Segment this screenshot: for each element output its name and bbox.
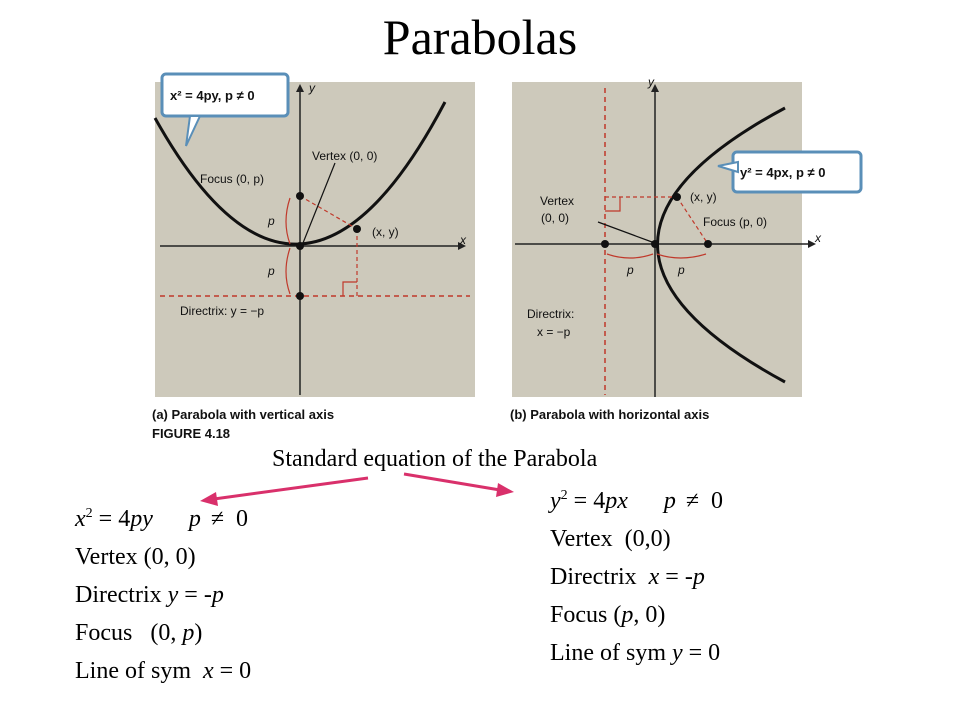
left-vertex-label: Vertex (0, 0) (312, 149, 377, 163)
left-equations: x2 = 4py p ≠ 0 Vertex (0, 0) Directrix y = … (75, 500, 251, 690)
left-x-label: x (459, 233, 467, 247)
left-callout-text: x² = 4py, p ≠ 0 (170, 88, 255, 103)
right-callout (731, 150, 863, 194)
right-line-of-symmetry: Line of sym y = 0 (550, 640, 721, 666)
left-callout (160, 72, 290, 118)
left-line-of-symmetry: Line of sym x = 0 (75, 658, 252, 684)
page-title: Parabolas (382, 9, 578, 65)
left-directrix: Directrix y = -p (75, 582, 224, 608)
left-equation: x2 = 4py p ≠ 0 (75, 506, 249, 532)
right-vertex: Vertex (0,0) (550, 526, 671, 552)
left-p-label-2: p (267, 264, 275, 278)
right-y-label: y (647, 75, 655, 89)
pink-arrow-right (403, 472, 501, 492)
left-focus: Focus (0, p) (75, 620, 203, 646)
pink-arrowhead-right (496, 483, 514, 497)
right-focus: Focus (p, 0) (550, 602, 666, 628)
left-vertex: Vertex (0, 0) (75, 544, 196, 570)
left-point-label: (x, y) (372, 225, 399, 239)
right-focus-label: Focus (p, 0) (703, 215, 767, 229)
right-p-label-2: p (677, 263, 685, 277)
subtitle: Standard equation of the Parabola (272, 446, 598, 472)
left-focus-label: Focus (0, p) (200, 172, 264, 186)
left-caption: (a) Parabola with vertical axis (152, 407, 334, 422)
right-point-label: (x, y) (690, 190, 717, 204)
right-directrix-label-1: Directrix: (527, 307, 574, 321)
left-p-label-1: p (267, 214, 275, 228)
figure-label: FIGURE 4.18 (152, 426, 230, 441)
right-directrix-label-2: x = −p (537, 325, 571, 339)
right-x-label: x (814, 231, 822, 245)
right-p-label-1: p (626, 263, 634, 277)
right-directrix: Directrix x = -p (550, 564, 705, 590)
left-y-label: y (308, 81, 316, 95)
parabola-figure: y x Vertex (0, 0) Focus (0, p) (x, y) p … (152, 72, 863, 441)
right-vertex-label-1: Vertex (540, 194, 574, 208)
pink-arrow-left (213, 476, 369, 501)
left-directrix-label: Directrix: y = −p (180, 304, 264, 318)
right-equation: y2 = 4px p ≠ 0 (550, 488, 724, 514)
right-equations: y2 = 4px p ≠ 0 Vertex (0,0) Directrix x = -… (550, 482, 723, 672)
left-panel (155, 82, 475, 397)
right-callout-text: y² = 4px, p ≠ 0 (740, 165, 826, 180)
right-vertex-label-2: (0, 0) (541, 211, 569, 225)
right-caption: (b) Parabola with horizontal axis (510, 407, 709, 422)
